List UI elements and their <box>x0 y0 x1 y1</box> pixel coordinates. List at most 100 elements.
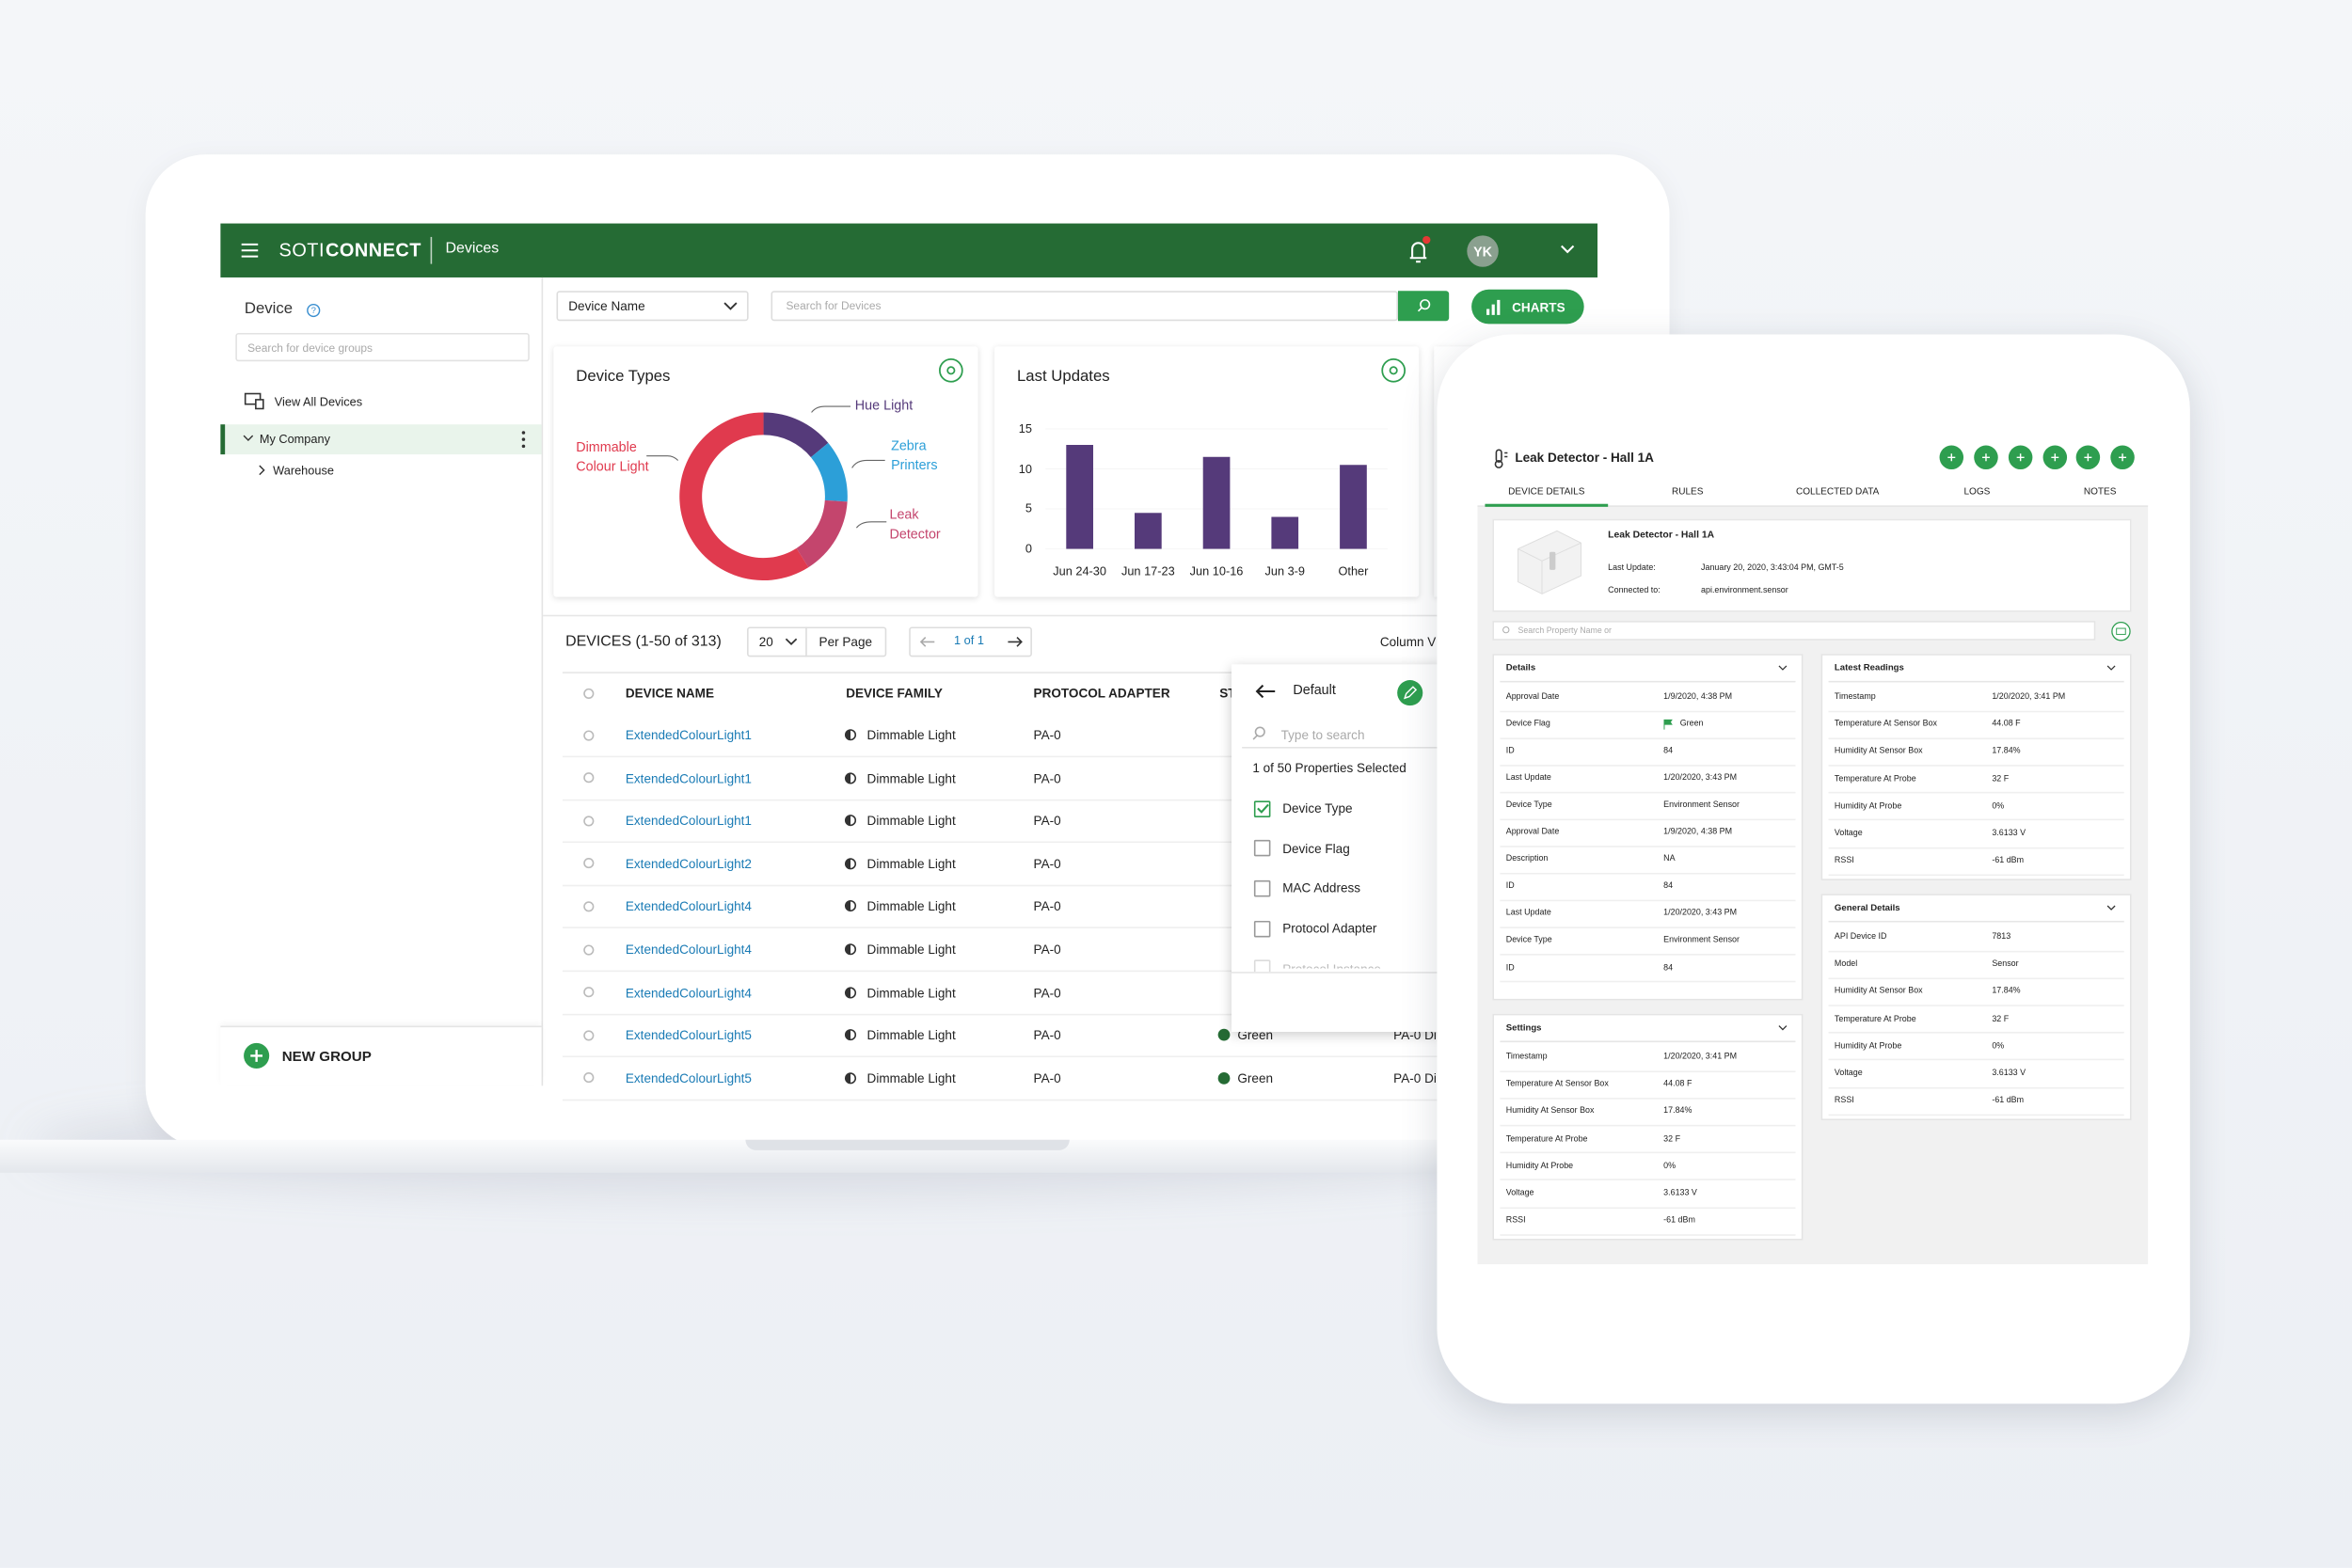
row-line <box>1500 736 1796 739</box>
device-family: Dimmable Light <box>866 769 956 785</box>
device-card <box>1492 518 2132 612</box>
device-search[interactable] <box>771 291 1398 322</box>
active-tab-underline <box>1485 503 1609 507</box>
property-name: Last Update <box>1505 909 1551 919</box>
filter-select[interactable] <box>556 291 749 322</box>
property-name: Timestamp <box>1505 1053 1548 1062</box>
icon-part <box>1561 245 1575 254</box>
menu-checkbox[interactable] <box>1253 840 1271 857</box>
donut-segment <box>796 499 848 568</box>
device-name-link[interactable]: ExtendedColourLight1 <box>625 769 752 785</box>
row-line <box>1828 977 2124 979</box>
charts-button[interactable] <box>1471 289 1584 325</box>
per-page-select[interactable] <box>747 626 887 657</box>
view-all-devices[interactable]: View All Devices <box>274 395 363 409</box>
chart-title: Last Updates <box>1016 367 1110 386</box>
device-name-link[interactable]: ExtendedColourLight5 <box>625 1070 752 1086</box>
card-label: Last Update: <box>1608 563 1656 574</box>
row-line <box>1828 764 2124 767</box>
property-value: 32 F <box>1663 1134 1681 1144</box>
brand: SOTI <box>278 240 325 261</box>
menu-search[interactable] <box>1242 720 1445 749</box>
property-value: 0% <box>1663 1162 1677 1171</box>
bar <box>1066 445 1093 549</box>
property-name: API Device ID <box>1834 932 1887 942</box>
icon-part <box>1254 726 1265 737</box>
device-name-link[interactable]: ExtendedColourLight1 <box>625 727 752 743</box>
tab[interactable]: NOTES <box>2083 486 2117 498</box>
menu-summary: 1 of 50 Properties Selected <box>1252 760 1406 776</box>
row-select[interactable] <box>582 858 594 869</box>
family-icon <box>844 857 857 870</box>
tab[interactable]: COLLECTED DATA <box>1795 486 1880 498</box>
search-button[interactable] <box>1397 291 1450 322</box>
tab[interactable]: RULES <box>1671 486 1704 498</box>
icon-part <box>2116 627 2126 635</box>
icon-part <box>845 816 851 826</box>
chart-card <box>553 346 978 597</box>
family-icon <box>844 1071 857 1085</box>
column-visibility[interactable]: Column V <box>1379 634 1437 650</box>
group-row[interactable] <box>220 424 542 455</box>
device-name-link[interactable]: ExtendedColourLight1 <box>625 813 752 829</box>
row-select[interactable] <box>582 815 594 827</box>
property-search[interactable] <box>1492 621 2096 641</box>
protocol-adapter: PA-0 <box>1033 942 1061 958</box>
row-select[interactable] <box>582 987 594 998</box>
property-search-placeholder: Search Property Name or <box>1518 626 1612 637</box>
menu-search-icon <box>1252 726 1265 740</box>
row-line <box>1828 791 2124 794</box>
property-value: NA <box>1663 855 1676 864</box>
property-name: Last Update <box>1505 773 1551 784</box>
menu-checkbox[interactable] <box>1253 800 1271 817</box>
icon-part <box>845 772 851 784</box>
pager[interactable] <box>909 626 1032 657</box>
protocol-adapter: PA-0 <box>1033 769 1061 785</box>
device-name-link[interactable]: ExtendedColourLight4 <box>625 984 752 1000</box>
menu-option: Protocol Adapter <box>1282 921 1377 937</box>
row-select[interactable] <box>582 1029 594 1041</box>
x-tick-label: Jun 24-30 <box>1053 564 1107 578</box>
property-value: 0% <box>1992 1041 2005 1052</box>
icon-part <box>785 638 798 646</box>
panel-header-line <box>1500 680 1796 683</box>
row-select[interactable] <box>582 772 594 784</box>
menu-checkbox[interactable] <box>1253 879 1271 897</box>
menu-icon <box>241 243 259 258</box>
status-dot <box>1217 1029 1231 1041</box>
row-select[interactable] <box>582 1072 594 1084</box>
row-line <box>1500 927 1796 928</box>
row-line <box>1828 709 2124 712</box>
bar <box>1202 456 1231 549</box>
property-value: Environment Sensor <box>1663 800 1740 811</box>
device-family: Dimmable Light <box>866 942 956 958</box>
device-name-link[interactable]: ExtendedColourLight5 <box>625 1027 752 1043</box>
row-select[interactable] <box>582 729 594 740</box>
property-name: Approval Date <box>1505 828 1560 838</box>
new-group-bar <box>220 1025 542 1086</box>
row-line <box>562 799 1598 800</box>
row-select[interactable] <box>582 943 594 955</box>
property-name: Humidity At Probe <box>1505 1162 1574 1171</box>
device-name-link[interactable]: ExtendedColourLight4 <box>625 898 752 914</box>
row-select[interactable] <box>582 688 594 699</box>
property-search-icon <box>1502 626 1510 634</box>
icon-part <box>1947 453 1956 462</box>
device-name-link[interactable]: ExtendedColourLight4 <box>625 942 752 958</box>
icon-part <box>521 444 526 449</box>
property-value: 44.08 F <box>1992 720 2021 730</box>
tab[interactable]: LOGS <box>1963 486 1991 498</box>
tab[interactable]: DEVICE DETAILS <box>1508 486 1585 498</box>
card-label: Connected to: <box>1608 586 1661 595</box>
group-kebab <box>521 431 526 449</box>
subgroup-name[interactable]: Warehouse <box>273 464 334 478</box>
icon-part <box>939 357 963 383</box>
device-family: Dimmable Light <box>866 1027 956 1043</box>
row-select[interactable] <box>582 901 594 912</box>
row-line <box>1500 953 1796 956</box>
icon-part <box>1504 451 1508 458</box>
menu-checkbox[interactable] <box>1253 920 1271 937</box>
group-search <box>235 332 530 362</box>
new-group[interactable]: NEW GROUP <box>281 1049 372 1066</box>
device-name-link[interactable]: ExtendedColourLight2 <box>625 856 752 872</box>
